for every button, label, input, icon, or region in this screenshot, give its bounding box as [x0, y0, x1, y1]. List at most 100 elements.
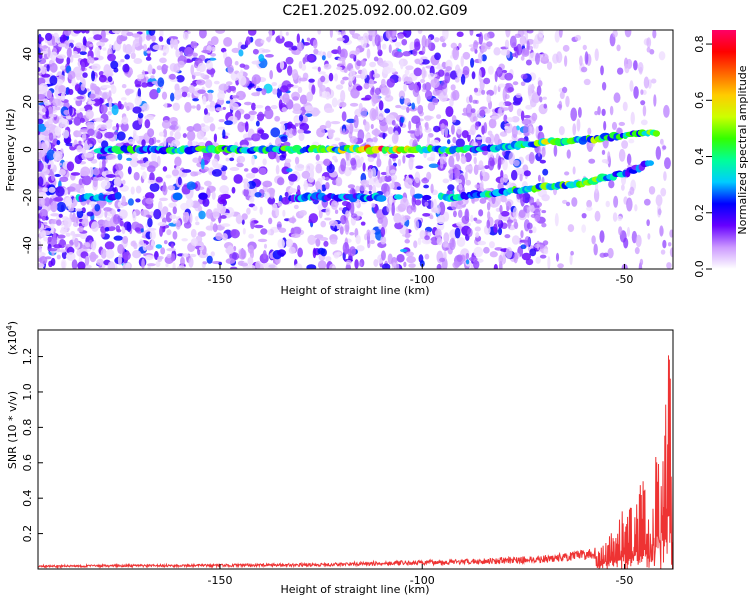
spectrogram-cell: [123, 251, 131, 261]
spectrogram-cell: [300, 106, 306, 116]
spectrogram-cell: [467, 165, 473, 170]
spectrogram-cell: [393, 212, 402, 224]
spectrogram-cell: [403, 83, 407, 92]
spectrogram-cell: [71, 259, 78, 269]
spectrogram-cell: [38, 36, 45, 42]
spectrogram-cell: [96, 130, 102, 140]
spectrogram-cell: [422, 212, 431, 217]
spectrogram-cell: [274, 115, 281, 122]
spectrogram-cell: [507, 86, 515, 93]
spectrogram-cell: [238, 49, 244, 57]
spectrogram-cell: [382, 43, 387, 50]
spectrogram-cell: [141, 258, 145, 269]
spectrogram-cell: [127, 166, 132, 175]
colorbar-tick-label: 0.0: [693, 260, 706, 278]
spectrogram-cell: [254, 224, 264, 229]
spectrogram-cell: [345, 210, 350, 218]
spectrogram-cell: [151, 80, 159, 85]
spectrogram-cell: [426, 135, 430, 145]
spectrogram-cell: [513, 252, 518, 264]
spectrogram-cell: [292, 96, 299, 101]
spectrogram-cell: [277, 238, 285, 249]
spectrogram-cell: [382, 132, 386, 140]
spectrogram-cell: [292, 109, 303, 115]
spectrogram-cell: [656, 204, 662, 218]
spectrogram-cell: [257, 238, 268, 243]
spectrogram-cell: [104, 210, 108, 218]
spectrogram-cell: [470, 57, 475, 68]
spectrogram-cell: [186, 130, 196, 142]
spectrogram-cell: [269, 70, 273, 80]
spectrogram-cell: [666, 262, 672, 269]
spectrogram-cell: [219, 185, 230, 194]
spectrogram-cell: [43, 221, 48, 225]
spectrogram-cell: [368, 190, 372, 195]
spectrogram-cell: [259, 206, 263, 215]
spectrogram-cell: [66, 47, 72, 58]
spectrogram-cell: [49, 223, 55, 229]
spectrogram-cell: [74, 84, 81, 92]
spectrogram-cell: [563, 55, 568, 67]
spectrogram-cell: [147, 128, 155, 138]
spectrogram-cell: [342, 128, 346, 136]
spectrogram-cell: [163, 240, 168, 245]
spectrogram-cell: [664, 157, 671, 170]
spectrogram-cell: [91, 63, 101, 71]
spectrogram-cell: [73, 139, 78, 145]
spectrogram-cell: [369, 229, 375, 243]
spectrogram-cell: [179, 51, 184, 57]
spectrogram-cell: [170, 253, 176, 262]
spectrogram-cell: [502, 159, 508, 171]
spectrogram-panel: -150 -100 -50 40 20 0 -20 -40 Height of straig…: [4, 29, 674, 297]
spectrogram-cell: [335, 84, 344, 90]
spectrogram-track-cell: [422, 194, 432, 201]
spectrogram-cell: [405, 251, 414, 257]
spectrogram-cell: [603, 120, 607, 131]
spectrogram-cell: [120, 97, 127, 101]
spectrogram-cell: [80, 83, 86, 91]
spectrogram-cell: [145, 197, 154, 205]
spectrogram-cell: [508, 151, 515, 165]
spectrogram-cell: [230, 229, 240, 239]
spectrogram-cell: [450, 84, 456, 91]
spectrogram-cell: [346, 118, 356, 124]
spectrogram-cell: [621, 175, 627, 186]
spectrogram-cell: [349, 201, 355, 215]
spectrogram-cell: [516, 108, 523, 117]
spectrogram-cell: [403, 98, 411, 106]
spectrogram-cell: [65, 115, 72, 120]
spectrogram-cell: [432, 89, 440, 96]
spectrogram-cell: [108, 99, 112, 111]
spectrogram-cell: [324, 107, 335, 114]
spectrogram-cell: [198, 30, 207, 39]
spectrogram-cell: [255, 104, 264, 109]
spectrogram-cell: [146, 165, 156, 173]
spectrogram-cell: [148, 137, 155, 146]
spectrogram-cell: [372, 93, 378, 105]
spectrogram-cell: [276, 221, 282, 230]
spectrogram-cell: [182, 253, 189, 258]
spectrogram-cell: [407, 207, 412, 215]
spectrogram-cell: [628, 139, 635, 144]
spectrogram-cell: [131, 33, 141, 38]
spectrogram-cell: [275, 35, 285, 44]
spectrogram-cell: [486, 201, 491, 211]
spectrogram-cell: [441, 42, 447, 48]
spectrogram-cell: [78, 225, 84, 233]
spectrogram-cell: [38, 151, 43, 161]
spectrogram-cell: [539, 254, 547, 259]
spectrogram-cell: [89, 43, 94, 47]
spectrogram-cell: [175, 48, 180, 58]
spectrogram-track-cell: [198, 192, 208, 200]
spectrogram-track-cell: [413, 193, 423, 199]
spectrogram-cell: [112, 187, 117, 192]
spectrogram-cell: [117, 153, 123, 161]
spectrogram-cell: [120, 122, 129, 132]
spectrogram-cell: [369, 107, 377, 122]
spectrogram-cell: [245, 36, 251, 45]
spectrogram-cell: [131, 43, 136, 54]
spectrogram-cell: [460, 73, 466, 85]
spectrogram-cell: [243, 188, 249, 197]
spectrogram-cell: [53, 150, 63, 161]
spectrogram-cell: [91, 70, 96, 82]
